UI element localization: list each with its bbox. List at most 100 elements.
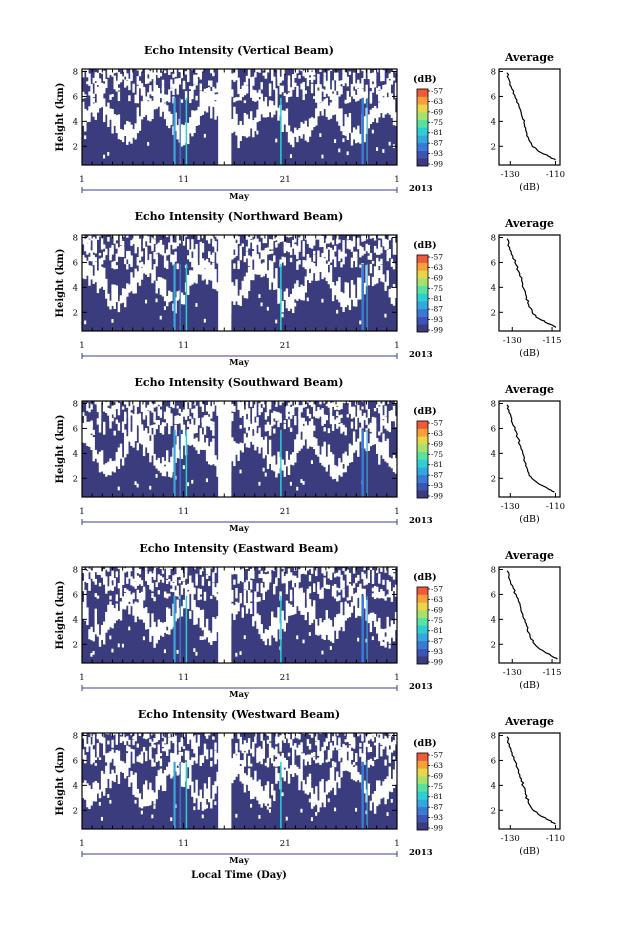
echo-gap-segment bbox=[100, 450, 104, 472]
echo-gap-segment bbox=[327, 750, 331, 760]
echo-gap-segment bbox=[109, 635, 112, 640]
echo-gap-segment bbox=[115, 598, 118, 602]
echo-gap-segment bbox=[189, 117, 192, 134]
echo-gap-segment bbox=[128, 626, 131, 631]
echo-gap-segment bbox=[153, 567, 156, 579]
echo-gap-segment bbox=[357, 772, 360, 781]
echo-gap-segment bbox=[325, 610, 328, 635]
echo-gap-segment bbox=[136, 271, 139, 283]
echo-gap-segment bbox=[176, 235, 179, 247]
echo-gap-segment bbox=[350, 602, 354, 613]
echo-gap-segment bbox=[369, 433, 373, 447]
echo-gap-segment bbox=[338, 588, 341, 593]
echo-gap-segment bbox=[151, 814, 154, 819]
echo-gap-segment bbox=[161, 577, 165, 583]
echo-gap-segment bbox=[382, 781, 385, 798]
echo-gap-segment bbox=[310, 235, 314, 246]
echo-gap-segment bbox=[155, 421, 158, 427]
echo-gap-segment bbox=[340, 602, 343, 628]
echo-gap-segment bbox=[138, 254, 142, 261]
echo-gap-segment bbox=[132, 749, 135, 754]
echo-gap-segment bbox=[166, 450, 169, 472]
echo-gap-segment bbox=[292, 575, 295, 588]
echo-gap-segment bbox=[365, 401, 368, 410]
echo-gap-segment bbox=[239, 91, 242, 101]
echo-gap-segment bbox=[380, 733, 383, 740]
colorbar-tick-label: -69 bbox=[431, 273, 443, 282]
echo-gap-segment bbox=[172, 583, 175, 593]
echo-gap-segment bbox=[247, 738, 251, 750]
echo-gap-segment bbox=[300, 284, 303, 301]
echo-gap-segment bbox=[193, 599, 196, 625]
colorbar-swatch bbox=[417, 158, 428, 167]
echo-gap-segment bbox=[239, 569, 242, 579]
echo-gap-segment bbox=[298, 768, 301, 791]
echo-gap-segment bbox=[117, 249, 121, 257]
echo-gap-segment bbox=[365, 743, 368, 747]
echo-gap-segment bbox=[289, 454, 293, 465]
echo-gap-segment bbox=[355, 807, 358, 812]
echo-gap-segment bbox=[294, 587, 297, 596]
echo-gap-segment bbox=[155, 280, 158, 294]
echo-gap-segment bbox=[237, 735, 240, 739]
colorbar-swatch bbox=[417, 791, 428, 800]
colorbar-unit: (dB) bbox=[413, 738, 437, 749]
echo-gap-segment bbox=[180, 421, 184, 430]
echo-gap-segment bbox=[336, 733, 339, 736]
echo-gap-segment bbox=[258, 481, 261, 486]
echo-gap-segment bbox=[352, 766, 356, 781]
echo-gap-segment bbox=[157, 750, 160, 761]
echo-gap-segment bbox=[313, 793, 316, 803]
echo-gap-segment bbox=[103, 569, 106, 579]
echo-gap-segment bbox=[287, 75, 291, 86]
rain-echo-streak bbox=[366, 595, 368, 663]
echo-gap-segment bbox=[128, 776, 131, 787]
echo-gap-segment bbox=[310, 425, 314, 447]
echo-gap-segment bbox=[342, 424, 345, 432]
average-x-label: (dB) bbox=[519, 846, 539, 857]
echo-gap-segment bbox=[132, 739, 135, 746]
y-tick-label: 6 bbox=[73, 424, 78, 434]
colorbar-swatch bbox=[417, 617, 428, 626]
echo-gap-segment bbox=[315, 568, 318, 577]
echo-gap-segment bbox=[212, 69, 215, 75]
rain-echo-streak bbox=[185, 97, 188, 165]
echo-gap-segment bbox=[138, 116, 142, 131]
average-x-tick-label: -110 bbox=[546, 502, 565, 512]
echo-gap-segment bbox=[306, 754, 310, 762]
echo-gap-segment bbox=[96, 624, 100, 637]
echo-gap-segment bbox=[306, 595, 310, 600]
echo-gap-segment bbox=[315, 812, 318, 816]
echo-gap-segment bbox=[193, 806, 196, 811]
echo-gap-segment bbox=[266, 781, 270, 804]
echo-gap-segment bbox=[342, 588, 345, 597]
echo-gap-segment bbox=[107, 461, 110, 475]
rain-echo-streak bbox=[173, 761, 176, 829]
echo-gap-segment bbox=[111, 284, 114, 306]
echo-gap-segment bbox=[119, 73, 123, 83]
echo-gap-segment bbox=[392, 587, 396, 592]
echo-gap-segment bbox=[86, 567, 89, 571]
echo-gap-segment bbox=[176, 419, 179, 425]
echo-gap-segment bbox=[296, 747, 299, 756]
echo-gap-segment bbox=[266, 733, 270, 736]
echo-gap-segment bbox=[365, 417, 368, 425]
echo-gap-segment bbox=[348, 96, 352, 103]
echo-gap-segment bbox=[367, 570, 370, 580]
echo-gap-segment bbox=[100, 770, 104, 792]
echo-gap-segment bbox=[378, 86, 381, 90]
echo-gap-segment bbox=[149, 577, 152, 590]
echo-gap-segment bbox=[201, 609, 205, 631]
echo-gap-segment bbox=[331, 93, 335, 116]
echo-gap-segment bbox=[145, 753, 148, 762]
echo-gap-segment bbox=[296, 280, 299, 301]
echo-gap-segment bbox=[289, 574, 293, 580]
echo-gap-segment bbox=[247, 768, 251, 791]
echo-gap-segment bbox=[155, 254, 158, 261]
echo-gap-segment bbox=[302, 425, 305, 432]
echo-gap-segment bbox=[289, 257, 293, 263]
echo-gap-segment bbox=[210, 97, 213, 119]
echo-gap-segment bbox=[111, 244, 114, 255]
echo-gap-segment bbox=[138, 413, 142, 424]
echo-gap-segment bbox=[187, 778, 190, 789]
